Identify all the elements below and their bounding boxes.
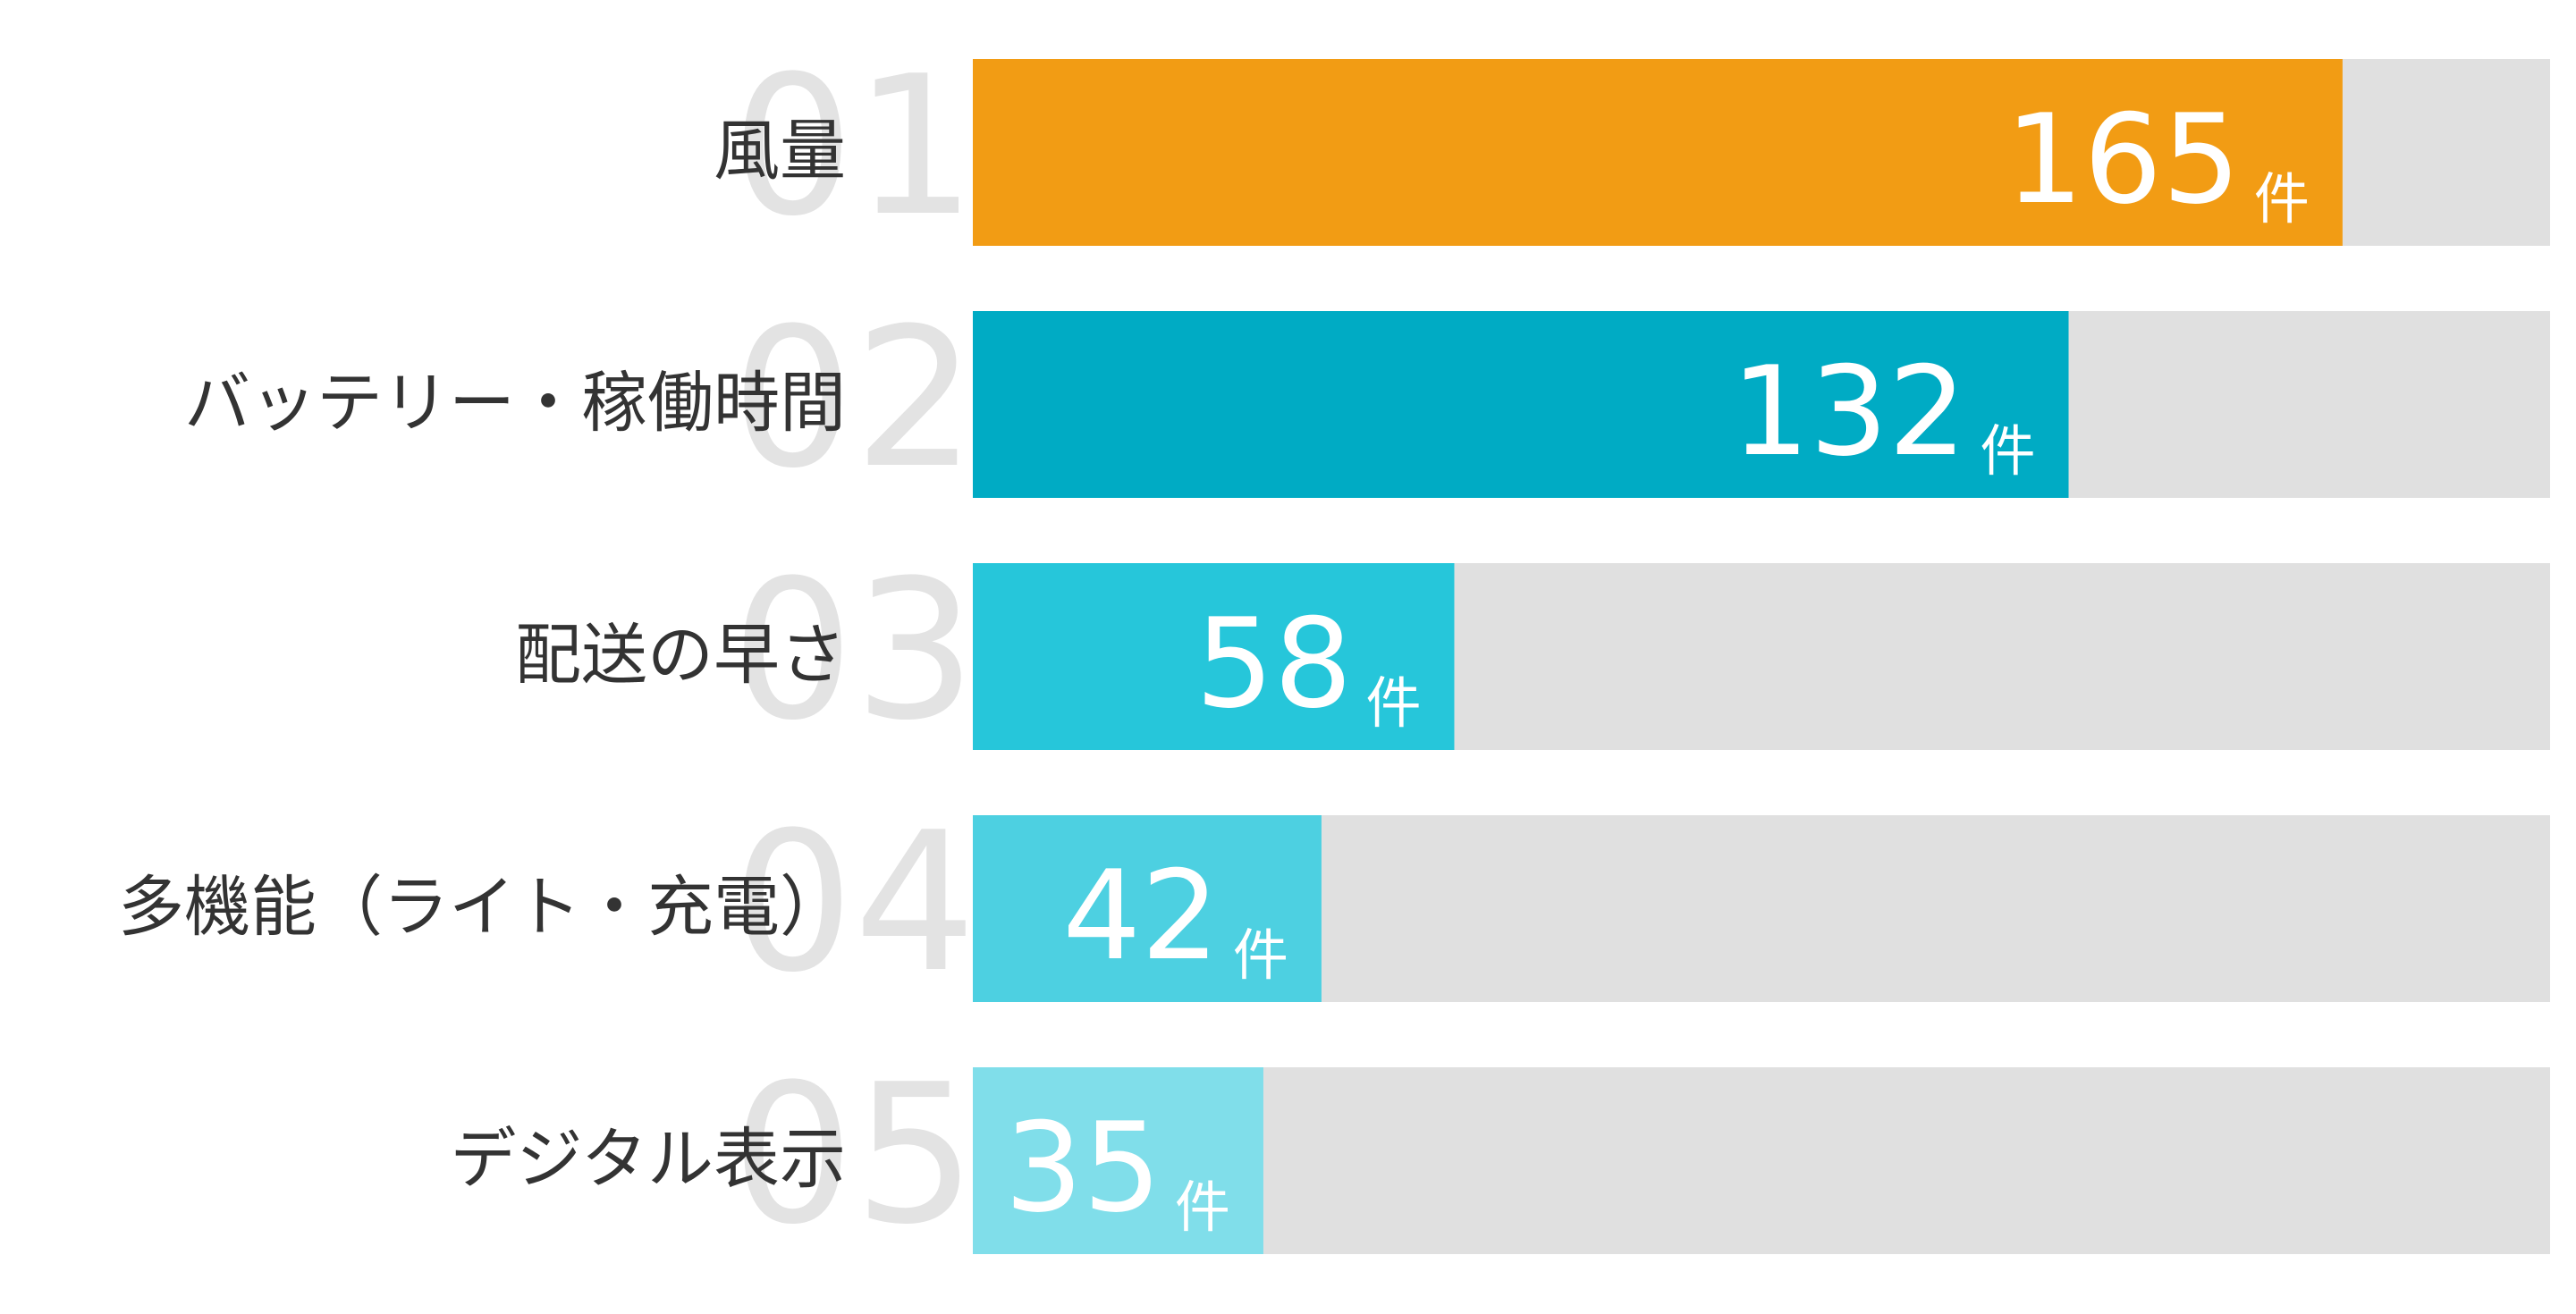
- rank-number: 02: [731, 286, 976, 510]
- rank-number: 04: [731, 790, 976, 1015]
- category-label: バッテリー・稼働時間: [184, 365, 846, 442]
- category-label: 風量: [714, 113, 846, 190]
- unit-label: 件: [1365, 670, 1421, 736]
- value-label: 165: [2005, 88, 2240, 232]
- unit-label: 件: [2254, 166, 2310, 232]
- unit-label: 件: [1233, 922, 1288, 988]
- rank-number: 05: [731, 1042, 976, 1267]
- bar: [973, 815, 1322, 1002]
- value-label: 42: [1062, 844, 1220, 988]
- unit-label: 件: [1981, 418, 2036, 484]
- category-label: 配送の早さ: [515, 617, 846, 694]
- bar: [973, 311, 2069, 498]
- rank-number: 03: [731, 538, 976, 762]
- bar: [973, 1067, 1263, 1254]
- rank-number: 01: [731, 34, 976, 258]
- value-label: 58: [1195, 592, 1353, 736]
- unit-label: 件: [1175, 1175, 1230, 1240]
- bar: [973, 59, 2343, 246]
- value-label: 132: [1731, 340, 1966, 484]
- category-label: 多機能（ライト・充電）: [118, 869, 846, 946]
- bar: [973, 563, 1455, 750]
- value-label: 35: [1004, 1096, 1161, 1240]
- category-label: デジタル表示: [450, 1121, 846, 1198]
